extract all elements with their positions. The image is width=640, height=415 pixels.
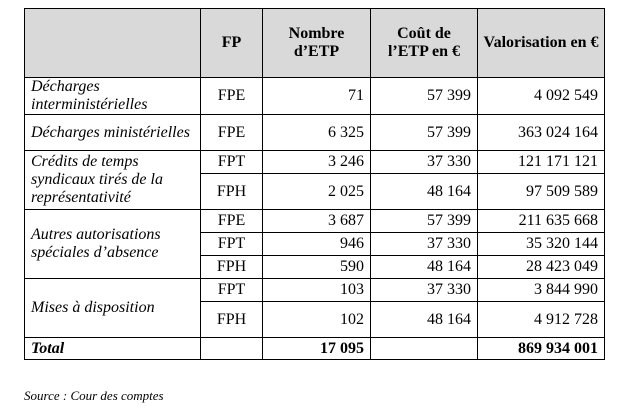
row-cout: 37 330 — [370, 232, 478, 256]
row-cout: 57 399 — [370, 114, 478, 151]
table-row: FPH 102 48 164 4 912 728 — [25, 301, 605, 338]
table-row: Autres autorisations spéciales d’absence… — [24, 209, 605, 279]
total-valorisation: 869 934 001 — [477, 337, 605, 360]
total-etp: 17 095 — [262, 337, 371, 360]
row-etp: 6 325 — [262, 114, 371, 151]
row-valorisation: 4 092 549 — [477, 77, 605, 115]
row-cout: 48 164 — [370, 255, 478, 279]
row-fp: FPT — [200, 278, 263, 302]
total-row: Total 17 095 869 934 001 — [24, 337, 605, 360]
row-etp: 946 — [262, 232, 371, 256]
row-valorisation: 211 635 668 — [477, 209, 605, 233]
row-etp: 71 — [262, 77, 371, 115]
row-fp: FPT — [200, 232, 263, 256]
table-row: FPT 946 37 330 35 320 144 — [25, 232, 605, 256]
header-valorisation: Valorisation en € — [477, 8, 605, 78]
cost-table: FP Nombre d’ETP Coût de l’ETP en € Valor… — [24, 8, 605, 360]
table-row: Décharges interministérielles FPE 71 57 … — [24, 77, 605, 115]
row-category: Décharges interministérielles — [24, 77, 201, 115]
row-cout: 57 399 — [370, 77, 478, 115]
row-valorisation: 363 024 164 — [477, 114, 605, 151]
row-cout: 37 330 — [370, 278, 478, 302]
row-etp: 3 246 — [262, 150, 371, 174]
table-row: Décharges ministérielles FPE 6 325 57 39… — [24, 114, 605, 151]
table-row: Mises à disposition FPT 103 37 330 3 844… — [24, 278, 605, 338]
row-cout: 48 164 — [370, 301, 478, 338]
row-etp: 590 — [262, 255, 371, 279]
row-category: Autres autorisations spéciales d’absence — [24, 209, 201, 279]
row-fp: FPH — [200, 255, 263, 279]
table-row: FPH 2 025 48 164 97 509 589 — [25, 173, 605, 210]
row-fp: FPH — [200, 173, 263, 210]
header-etp: Nombre d’ETP — [262, 8, 371, 78]
row-fp: FPE — [200, 114, 263, 151]
total-label: Total — [24, 337, 201, 360]
header-row: FP Nombre d’ETP Coût de l’ETP en € Valor… — [24, 8, 605, 78]
table-row: Crédits de temps syndicaux tirés de la r… — [24, 150, 605, 210]
row-fp: FPT — [200, 150, 263, 174]
total-fp — [200, 337, 263, 360]
row-fp: FPE — [200, 77, 263, 115]
row-valorisation: 97 509 589 — [477, 173, 605, 210]
row-fp: FPH — [200, 301, 263, 338]
row-etp: 102 — [262, 301, 371, 338]
row-valorisation: 28 423 049 — [477, 255, 605, 279]
row-valorisation: 35 320 144 — [477, 232, 605, 256]
row-fp: FPE — [200, 209, 263, 233]
row-valorisation: 3 844 990 — [477, 278, 605, 302]
row-etp: 103 — [262, 278, 371, 302]
total-cout — [370, 337, 478, 360]
row-category: Crédits de temps syndicaux tirés de la r… — [24, 150, 201, 210]
row-valorisation: 121 171 121 — [477, 150, 605, 174]
source-note: Source : Cour des comptes — [24, 388, 164, 403]
header-cout: Coût de l’ETP en € — [370, 8, 478, 78]
header-fp: FP — [200, 8, 263, 78]
row-cout: 57 399 — [370, 209, 478, 233]
row-cout: 48 164 — [370, 173, 478, 210]
row-valorisation: 4 912 728 — [477, 301, 605, 338]
row-category: Mises à disposition — [24, 278, 201, 338]
row-etp: 2 025 — [262, 173, 371, 210]
row-etp: 3 687 — [262, 209, 371, 233]
header-category — [24, 8, 201, 78]
table-row: FPH 590 48 164 28 423 049 — [25, 255, 605, 279]
row-category: Décharges ministérielles — [24, 114, 201, 151]
row-cout: 37 330 — [370, 150, 478, 174]
